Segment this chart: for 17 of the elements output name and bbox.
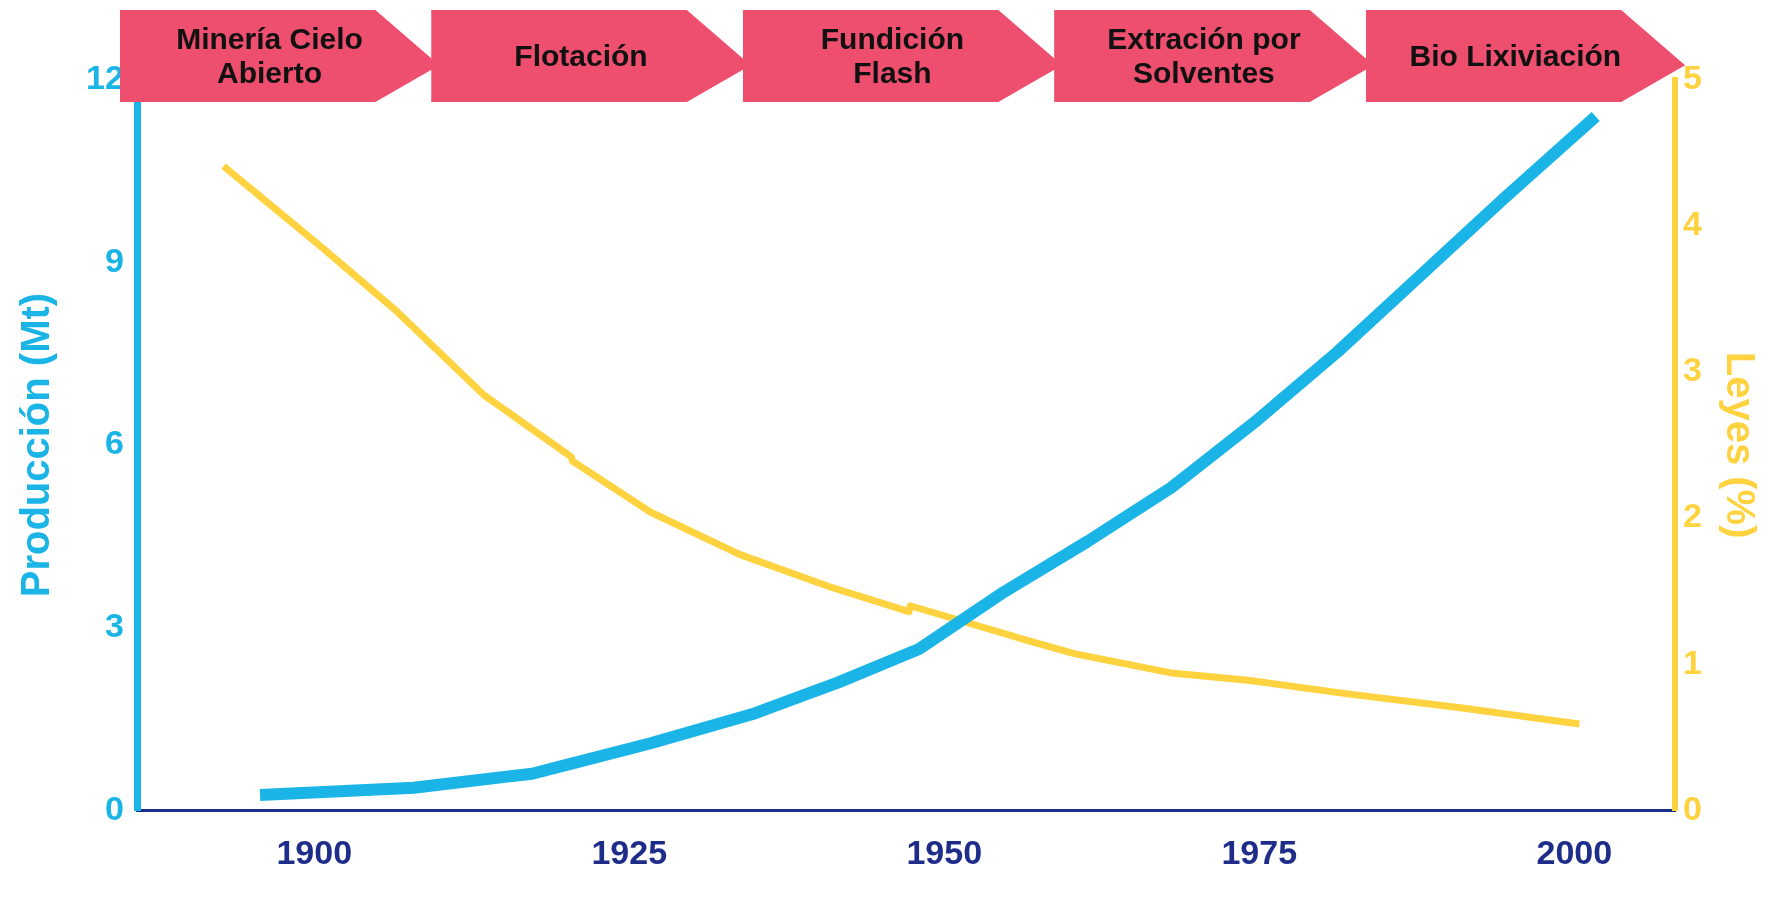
y-axis-title: Producción (Mt) <box>13 292 58 598</box>
x-tick-label: 1950 <box>906 832 983 871</box>
x-tick-label: 1925 <box>591 832 668 871</box>
y2-axis-title: Leyes (%) <box>1718 351 1763 539</box>
y-tick-label: 9 <box>104 240 124 279</box>
x-tick-label: 1975 <box>1221 832 1298 871</box>
y-tick-label: 0 <box>104 788 124 827</box>
y2-tick-label: 3 <box>1683 350 1703 389</box>
y2-tick-label: 5 <box>1683 58 1703 97</box>
y2-tick-label: 4 <box>1683 204 1703 243</box>
x-tick-label: 1900 <box>276 832 353 871</box>
y-tick-label: 3 <box>104 606 124 645</box>
x-tick-label: 2000 <box>1536 832 1613 871</box>
y2-tick-label: 2 <box>1683 496 1703 535</box>
y2-tick-label: 1 <box>1683 642 1703 681</box>
y2-tick-label: 0 <box>1683 788 1703 827</box>
y-tick-label: 6 <box>104 423 124 462</box>
